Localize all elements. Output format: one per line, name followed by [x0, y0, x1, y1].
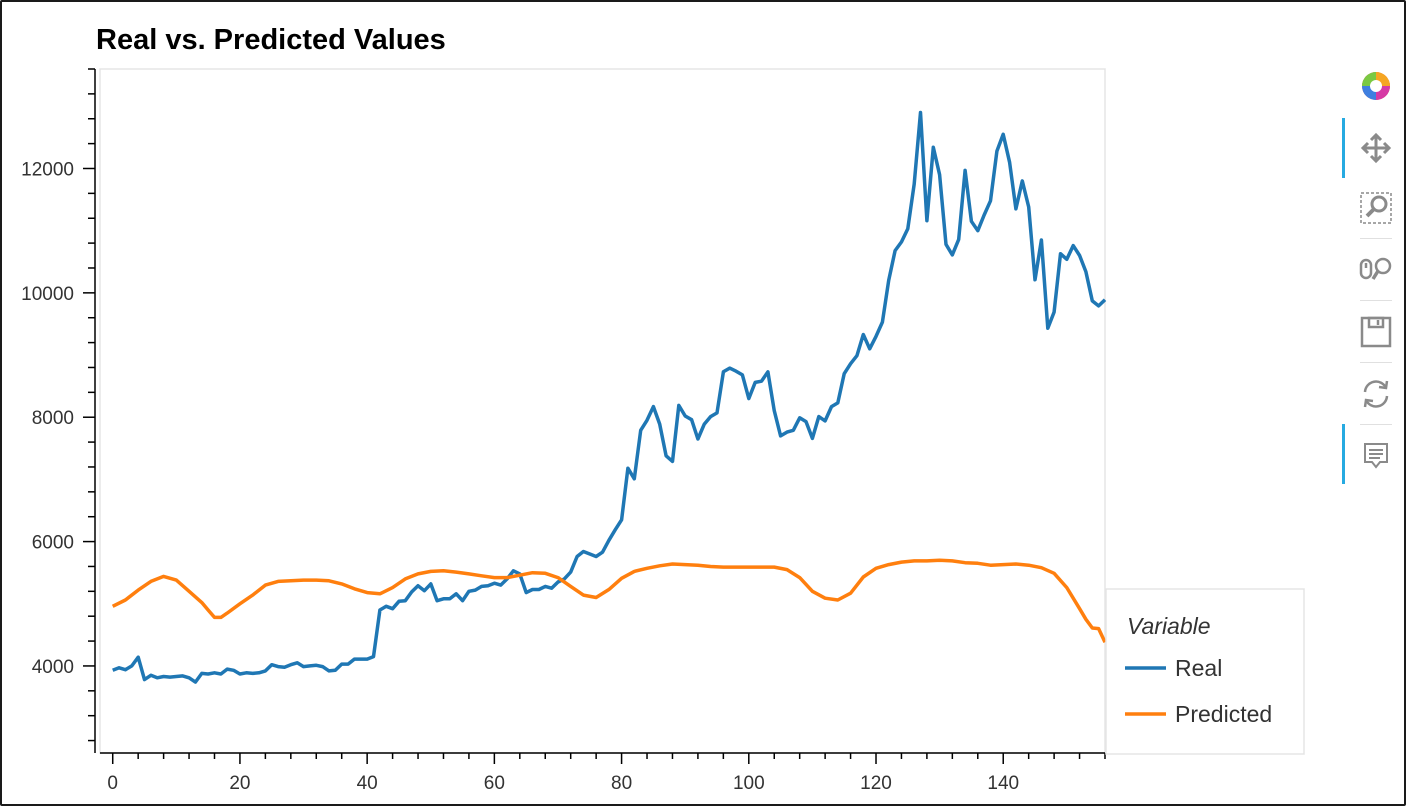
y-tick-label: 10000: [21, 284, 74, 305]
legend-label-predicted: Predicted: [1175, 701, 1272, 727]
wheel-zoom-tool-icon[interactable]: [1358, 252, 1394, 288]
plot-background[interactable]: [99, 68, 1106, 754]
x-tick-label: 20: [229, 773, 250, 794]
reset-tool-icon[interactable]: [1358, 376, 1394, 412]
x-tick-label: 140: [987, 773, 1019, 794]
toolbar-separator: [1360, 362, 1392, 363]
hover-active-indicator: [1342, 424, 1345, 484]
series-line-real: [112, 110, 1107, 684]
x-tick-label: 0: [107, 773, 118, 794]
toolbar-separator: [1360, 300, 1392, 301]
x-tick-label: 60: [484, 773, 505, 794]
save-tool-icon[interactable]: [1358, 314, 1394, 350]
hover-tool-icon[interactable]: [1358, 438, 1394, 474]
legend-box: [1105, 588, 1305, 755]
axes: 4000 6000 8000 10000 12000 0 20 40 60 80 100 120 140: [21, 68, 1106, 794]
y-tick-label: 6000: [32, 533, 74, 554]
x-tick-label: 80: [611, 773, 632, 794]
pan-tool-icon[interactable]: [1358, 130, 1394, 166]
y-tick-label: 4000: [32, 657, 74, 678]
y-tick-label: 8000: [32, 408, 74, 429]
x-tick-label: 40: [357, 773, 378, 794]
toolbar-separator: [1360, 424, 1392, 425]
legend-label-real: Real: [1175, 655, 1222, 681]
plot-area[interactable]: [99, 68, 1106, 754]
chart-title: Real vs. Predicted Values: [96, 24, 446, 56]
y-tick-label: 12000: [21, 159, 74, 180]
series-layer: [111, 110, 1107, 684]
x-tick-label: 120: [860, 773, 892, 794]
legend: Variable Real Predicted: [1105, 588, 1305, 755]
series-line-predicted: [111, 558, 1107, 644]
legend-title: Variable: [1127, 613, 1211, 639]
x-tick-label: 100: [733, 773, 765, 794]
bokeh-logo-icon[interactable]: [1358, 68, 1394, 104]
pan-active-indicator: [1342, 118, 1345, 178]
box-zoom-tool-icon[interactable]: [1358, 190, 1394, 226]
chart-toolbar: [1342, 64, 1406, 504]
toolbar-separator: [1360, 238, 1392, 239]
